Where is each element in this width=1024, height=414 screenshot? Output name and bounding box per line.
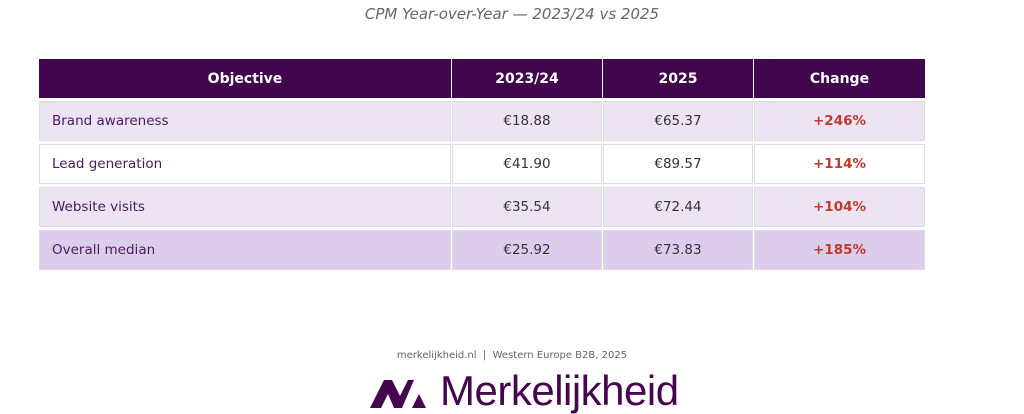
- cpm-2023-cell: €35.54: [452, 187, 602, 227]
- table-row: Lead generation €41.90 €89.57 +114%: [39, 144, 925, 184]
- cpm-2023-cell: €18.88: [452, 101, 602, 141]
- table-row: Website visits €35.54 €72.44 +104%: [39, 187, 925, 227]
- cpm-2025-cell: €89.57: [603, 144, 753, 184]
- brand-logo: Merkelijkheid: [370, 370, 679, 412]
- table-row: Brand awareness €18.88 €65.37 +246%: [39, 101, 925, 141]
- objective-cell: Website visits: [39, 187, 451, 227]
- change-cell: +246%: [754, 101, 925, 141]
- objective-cell: Brand awareness: [39, 101, 451, 141]
- source-note: merkelijkheid.nl | Western Europe B2B, 2…: [396, 350, 628, 361]
- table-row-median: Overall median €25.92 €73.83 +185%: [39, 230, 925, 270]
- objective-cell: Overall median: [39, 230, 451, 270]
- cpm-2023-cell: €25.92: [452, 230, 602, 270]
- logo-text: Merkelijkheid: [440, 367, 679, 414]
- change-cell: +104%: [754, 187, 925, 227]
- header-change: Change: [754, 59, 925, 98]
- cpm-2025-cell: €72.44: [603, 187, 753, 227]
- cpm-table: Objective 2023/24 2025 Change Brand awar…: [38, 56, 926, 273]
- table-title: CPM Year-over-Year — 2023/24 vs 2025: [364, 5, 660, 23]
- cpm-2025-cell: €73.83: [603, 230, 753, 270]
- objective-cell: Lead generation: [39, 144, 451, 184]
- change-cell: +114%: [754, 144, 925, 184]
- header-2023-24: 2023/24: [452, 59, 602, 98]
- cpm-2023-cell: €41.90: [452, 144, 602, 184]
- table-header-row: Objective 2023/24 2025 Change: [39, 59, 925, 98]
- logo-mark-icon: [370, 380, 426, 408]
- header-objective: Objective: [39, 59, 451, 98]
- change-cell: +185%: [754, 230, 925, 270]
- cpm-2025-cell: €65.37: [603, 101, 753, 141]
- header-2025: 2025: [603, 59, 753, 98]
